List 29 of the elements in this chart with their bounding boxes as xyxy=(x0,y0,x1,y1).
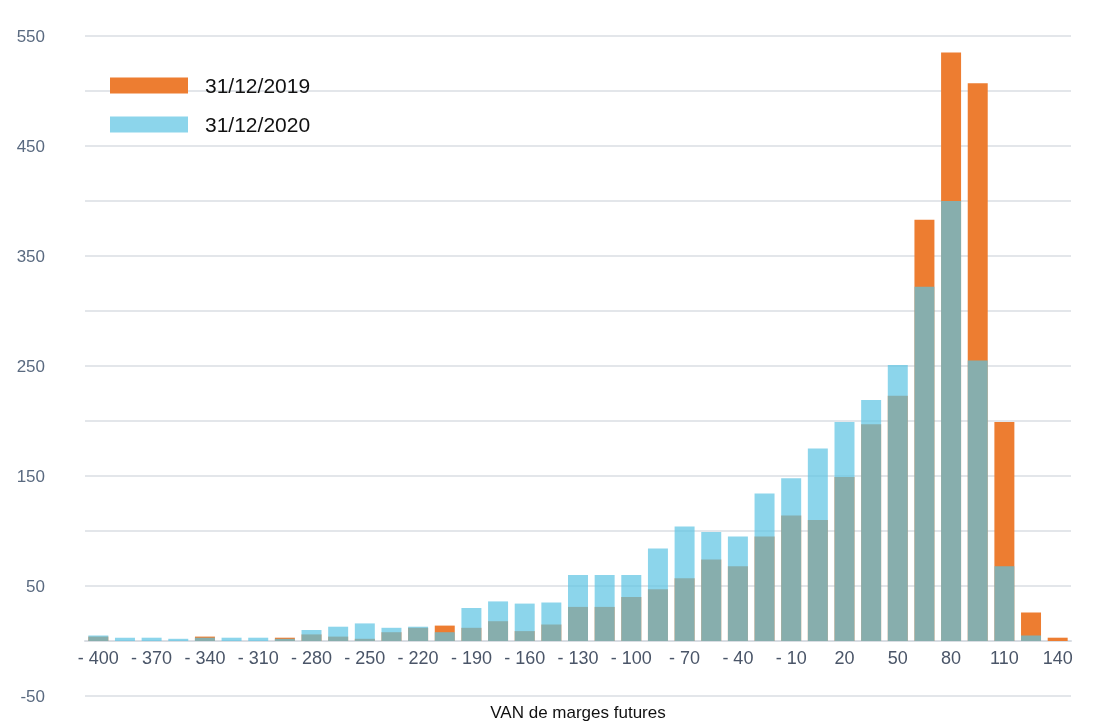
x-tick-label: 110 xyxy=(990,648,1019,668)
x-tick-label: 80 xyxy=(941,648,962,668)
x-tick-label: - 400 xyxy=(77,648,119,668)
x-tick-label: - 250 xyxy=(344,648,386,668)
x-tick-label: - 10 xyxy=(775,648,807,668)
y-tick-label: 50 xyxy=(26,576,45,596)
x-tick-label: - 70 xyxy=(669,648,701,668)
x-tick-label: 50 xyxy=(887,648,908,668)
x-tick-label: 140 xyxy=(1042,648,1073,668)
x-tick-label: - 190 xyxy=(450,648,492,668)
x-tick-label: - 340 xyxy=(184,648,226,668)
x-tick-label: 20 xyxy=(834,648,855,668)
y-tick-label: 350 xyxy=(16,246,45,266)
x-tick-label: - 220 xyxy=(397,648,439,668)
y-tick-label: 150 xyxy=(16,466,45,486)
x-tick-label: - 370 xyxy=(131,648,173,668)
y-tick-label: -50 xyxy=(20,686,45,706)
x-tick-label: - 310 xyxy=(237,648,279,668)
x-tick-label: - 100 xyxy=(610,648,652,668)
x-tick-label: - 280 xyxy=(291,648,333,668)
x-axis-title: VAN de marges futures xyxy=(490,703,666,722)
y-tick-label: 450 xyxy=(16,136,45,156)
x-tick-label: - 40 xyxy=(722,648,754,668)
legend-label: 31/12/2020 xyxy=(205,113,311,136)
y-tick-label: 250 xyxy=(16,356,45,376)
y-tick-label: 550 xyxy=(16,26,45,46)
x-tick-label: - 130 xyxy=(557,648,599,668)
x-tick-label: - 160 xyxy=(504,648,546,668)
legend-label: 31/12/2019 xyxy=(205,74,311,97)
